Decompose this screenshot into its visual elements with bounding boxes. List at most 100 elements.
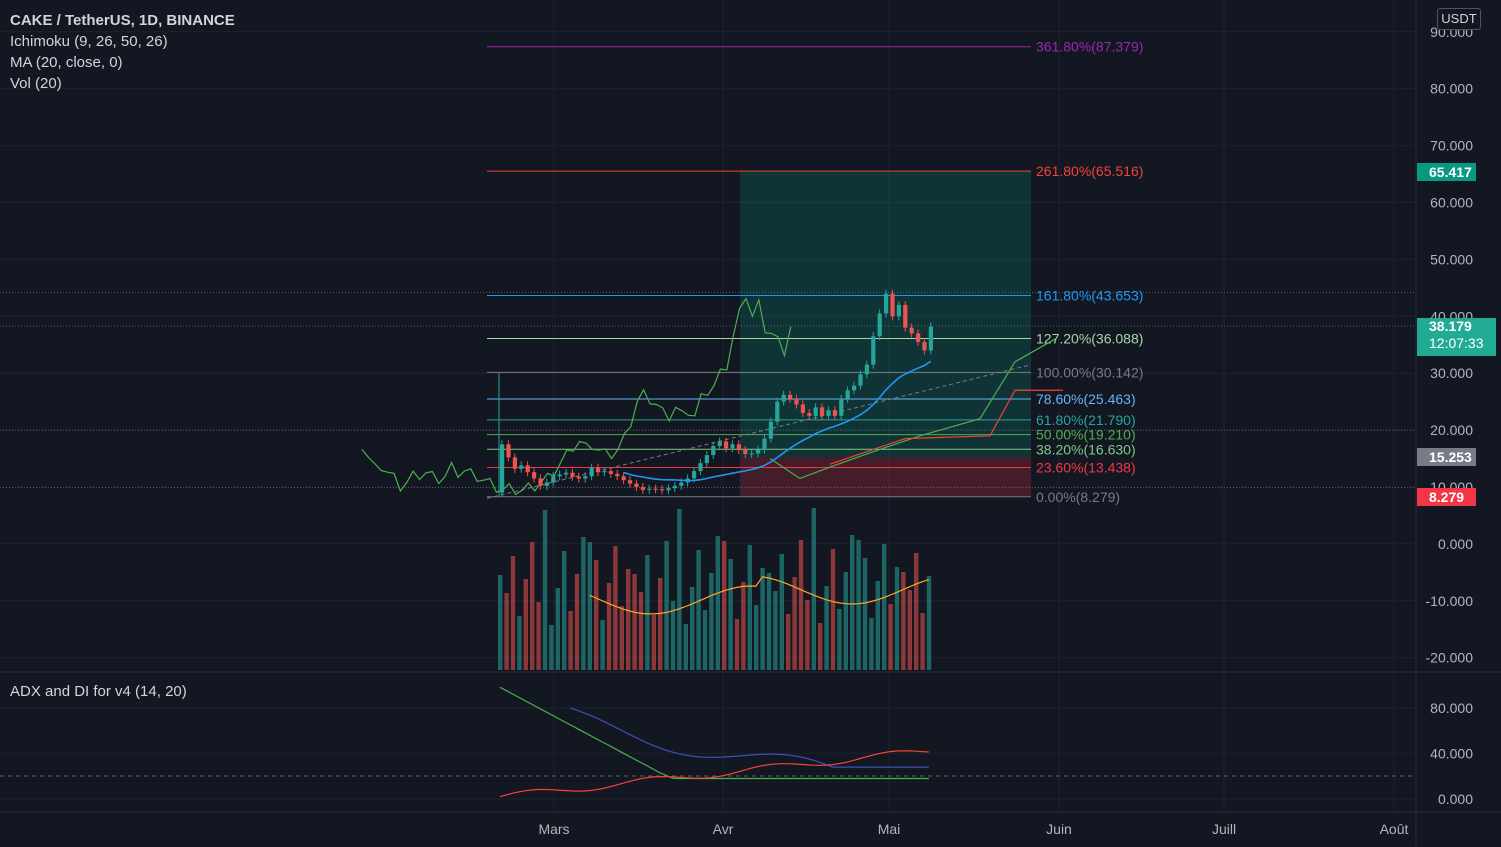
volume-bar — [798, 540, 804, 670]
volume-bar — [862, 558, 868, 670]
volume-bar — [882, 544, 887, 670]
volume-bar — [722, 541, 727, 670]
adx-tick-label: 80.000 — [1430, 700, 1473, 716]
volume-bar — [498, 575, 503, 670]
price-tick-label: 70.000 — [1430, 138, 1473, 154]
position-loss-zone — [740, 457, 1031, 497]
volume-bar — [901, 572, 906, 670]
volume-bar — [792, 577, 797, 670]
candle-body — [800, 404, 805, 414]
volume-bar — [850, 535, 855, 670]
volume-bar — [926, 576, 932, 670]
currency-button[interactable]: USDT — [1437, 8, 1481, 30]
price-tick-label: 50.000 — [1430, 251, 1473, 267]
volume-bar — [530, 542, 535, 670]
candle-body — [928, 326, 933, 351]
price-tag: 15.253 — [1417, 448, 1476, 467]
volume-bar — [587, 542, 592, 670]
fib-level-label: 361.80%(87.379) — [1036, 39, 1143, 55]
candle-body — [768, 421, 773, 439]
ichimoku-leading-span-a — [769, 338, 1056, 480]
candle-body — [538, 478, 543, 486]
adx-legend[interactable]: ADX and DI for v4 (14, 20) — [10, 683, 187, 700]
candle-body — [653, 488, 658, 490]
price-tick-label: -20.000 — [1426, 650, 1474, 666]
candle-body — [826, 410, 831, 416]
candle-body — [698, 463, 703, 472]
fib-trend-line — [486, 364, 1032, 499]
adx-tick-label: 0.000 — [1438, 791, 1473, 807]
candle-body — [922, 341, 927, 351]
volume-legend[interactable]: Vol (20) — [10, 75, 62, 92]
candle-body — [506, 444, 511, 458]
volume-bar — [645, 555, 650, 670]
candle-body — [564, 472, 569, 475]
candle-body — [820, 407, 825, 416]
volume-bar — [523, 579, 528, 670]
candle-body — [762, 438, 767, 450]
volume-bar — [805, 600, 810, 670]
volume-bar — [728, 559, 733, 670]
volume-bar — [741, 582, 746, 670]
volume-bar — [786, 614, 791, 670]
fib-level-label: 50.00%(19.210) — [1036, 427, 1136, 443]
indicator-legend: CAKE / TetherUS, 1D, BINANCE Ichimoku (9… — [10, 10, 235, 94]
candle-body — [781, 394, 786, 402]
volume-bar — [658, 578, 663, 670]
volume-bar — [574, 574, 580, 670]
volume-bar — [510, 556, 516, 670]
volume-bar — [830, 549, 836, 670]
volume-bar — [581, 537, 586, 670]
candle-body — [525, 465, 530, 473]
candle-body — [660, 489, 665, 491]
time-tick-label: Juill — [1212, 821, 1236, 837]
price-tag-value: 38.179 — [1429, 317, 1472, 334]
candle-body — [743, 450, 748, 454]
candle-body — [640, 487, 645, 490]
candle-body — [871, 336, 876, 365]
candle-body — [890, 293, 895, 317]
candle-body — [749, 453, 754, 455]
candle-body — [877, 313, 882, 337]
ma-legend[interactable]: MA (20, close, 0) — [10, 54, 123, 71]
ichimoku-leading-span-b — [829, 389, 1063, 465]
candle-body — [884, 293, 889, 314]
candle-body — [903, 304, 908, 328]
price-tick-label: 20.000 — [1430, 422, 1473, 438]
symbol-title[interactable]: CAKE / TetherUS, 1D, BINANCE — [10, 12, 235, 29]
candle-body — [647, 488, 652, 490]
candle-body — [756, 449, 761, 454]
candle-body — [583, 476, 588, 479]
volume-bar — [818, 623, 823, 670]
candle-body — [596, 467, 601, 473]
volume-bar — [869, 618, 874, 670]
candle-body — [570, 472, 575, 477]
price-tag: 8.279 — [1417, 487, 1476, 506]
volume-bar — [709, 573, 714, 670]
volume-bar — [536, 602, 541, 670]
candle-body — [730, 444, 735, 449]
candle-body — [532, 472, 537, 479]
price-tag: 65.417 — [1417, 162, 1476, 181]
candle-body — [717, 441, 722, 447]
candle-body — [724, 441, 729, 449]
candle-countdown: 12:07:33 — [1429, 334, 1484, 351]
candle-body — [615, 473, 620, 477]
candle-body — [679, 482, 684, 486]
price-tick-label: -10.000 — [1426, 593, 1474, 609]
candle-body — [711, 446, 716, 456]
volume-bar — [555, 588, 560, 670]
ichimoku-lagging-line — [361, 297, 792, 496]
volume-ma-line — [589, 576, 929, 615]
price-tag-value: 8.279 — [1429, 488, 1465, 505]
candle-body — [551, 476, 556, 483]
time-tick-label: Mars — [538, 821, 569, 837]
volume-bar — [837, 609, 842, 670]
price-tag: 38.179 12:07:33 — [1417, 317, 1496, 356]
ichimoku-legend[interactable]: Ichimoku (9, 26, 50, 26) — [10, 33, 168, 50]
candle-body — [628, 480, 633, 484]
fib-level-label: 38.20%(16.630) — [1036, 441, 1136, 457]
price-tag-value: 65.417 — [1429, 163, 1472, 180]
